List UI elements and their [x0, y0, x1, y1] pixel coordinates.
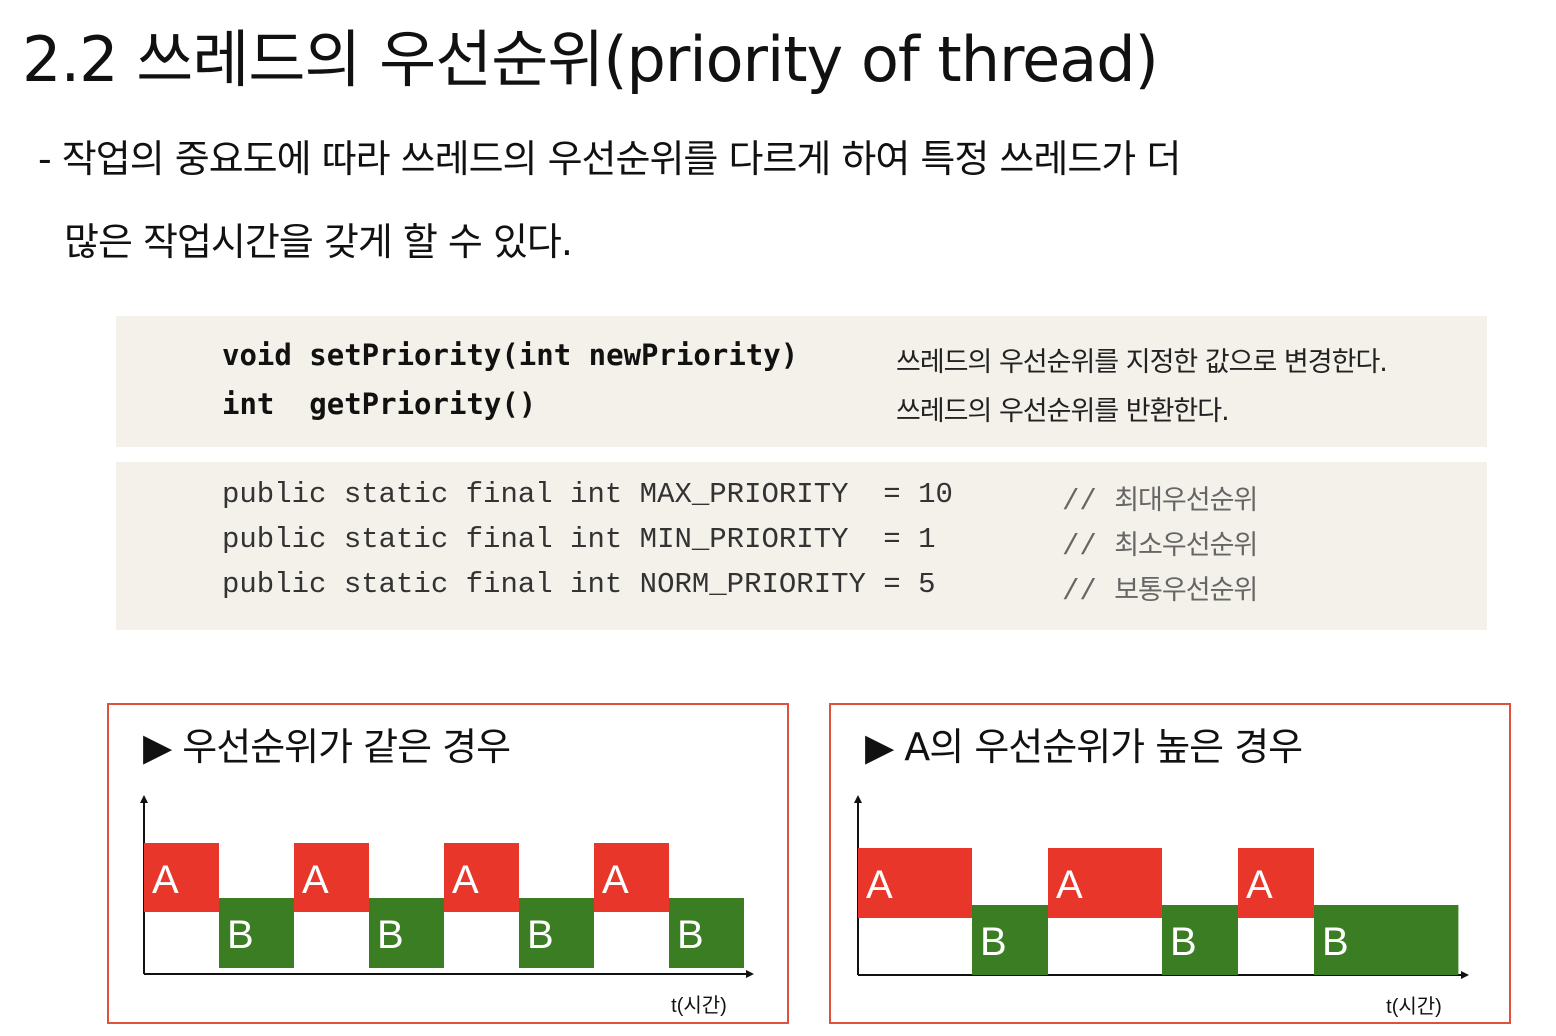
thread-b-label: B — [227, 913, 254, 957]
thread-b-bar — [369, 898, 444, 968]
method-signature: void setPriority(int newPriority) — [222, 338, 799, 372]
high-priority-timeline: A B A B A Bt(시간) — [854, 795, 1469, 1018]
thread-b-bar — [519, 898, 594, 968]
method-description: 쓰레드의 우선순위를 반환한다. — [896, 396, 1230, 427]
thread-b-label: B — [377, 913, 404, 957]
thread-a-label: A — [152, 858, 179, 902]
thread-b-bar — [669, 898, 744, 968]
thread-b-bar — [219, 898, 294, 968]
y-axis-arrow-icon — [854, 795, 862, 803]
x-axis-arrow-icon — [746, 970, 754, 978]
thread-b-label: B — [677, 913, 704, 957]
y-axis-arrow-icon — [140, 795, 148, 803]
constants-code-box: public static final int MAX_PRIORITY = 1… — [116, 462, 1487, 630]
x-axis-label: t(시간) — [671, 994, 727, 1017]
page-title: 2.2 쓰레드의 우선순위(priority of thread) — [22, 23, 1159, 96]
constant-comment: // 보통우선순위 — [1062, 575, 1258, 608]
constant-declaration: public static final int MAX_PRIORITY = 1… — [222, 478, 953, 511]
thread-a-bar — [444, 843, 519, 912]
thread-a-bar — [144, 843, 219, 912]
thread-b-label: B — [980, 920, 1007, 964]
description-line-2: 많은 작업시간을 갖게 할 수 있다. — [64, 220, 573, 264]
panel-title: ▶ A의 우선순위가 높은 경우 — [865, 725, 1303, 769]
thread-a-label: A — [1056, 863, 1083, 907]
thread-a-bar — [594, 843, 669, 912]
thread-b-bar — [1162, 905, 1238, 975]
thread-a-bar — [858, 848, 972, 918]
constant-declaration: public static final int NORM_PRIORITY = … — [222, 568, 936, 601]
constant-comment: // 최대우선순위 — [1062, 485, 1258, 518]
constant-comment: // 최소우선순위 — [1062, 530, 1258, 563]
thread-a-label: A — [302, 858, 329, 902]
thread-b-bar — [972, 905, 1048, 975]
thread-b-label: B — [527, 913, 554, 957]
thread-a-label: A — [452, 858, 479, 902]
x-axis-arrow-icon — [1461, 971, 1469, 979]
thread-b-bar — [1314, 905, 1459, 975]
thread-a-label: A — [602, 858, 629, 902]
thread-a-bar — [1238, 848, 1314, 918]
method-description: 쓰레드의 우선순위를 지정한 값으로 변경한다. — [896, 347, 1388, 378]
thread-a-label: A — [866, 863, 893, 907]
thread-b-label: B — [1322, 920, 1349, 964]
panel-title: ▶ 우선순위가 같은 경우 — [143, 725, 511, 769]
methods-code-box: void setPriority(int newPriority) 쓰레드의 우… — [116, 316, 1487, 447]
equal-priority-timeline: A B A B A B A Bt(시간) — [140, 795, 754, 1017]
thread-b-label: B — [1170, 920, 1197, 964]
method-signature: int getPriority() — [222, 387, 537, 421]
thread-a-label: A — [1246, 863, 1273, 907]
thread-a-bar — [1048, 848, 1162, 918]
description-line-1: - 작업의 중요도에 따라 쓰레드의 우선순위를 다르게 하여 특정 쓰레드가 … — [38, 137, 1181, 181]
thread-a-bar — [294, 843, 369, 912]
constant-declaration: public static final int MIN_PRIORITY = 1 — [222, 523, 936, 556]
x-axis-label: t(시간) — [1386, 995, 1442, 1018]
